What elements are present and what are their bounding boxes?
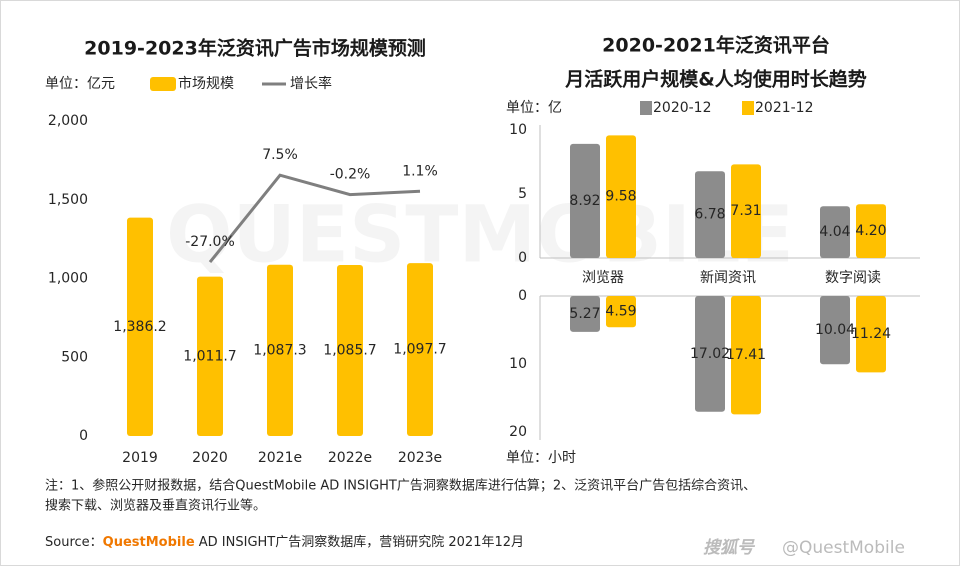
data-label: 1,085.7 bbox=[323, 343, 376, 359]
bar bbox=[197, 276, 223, 436]
x-tick-label: 数字阅读 bbox=[825, 269, 881, 286]
data-label: 1,087.3 bbox=[253, 342, 306, 358]
unit-label: 单位：小时 bbox=[506, 450, 576, 466]
bar bbox=[695, 171, 725, 258]
bar bbox=[856, 204, 886, 258]
data-label: -0.2% bbox=[330, 167, 371, 183]
y-tick-label: 20 bbox=[509, 424, 527, 440]
y-tick-label: 1,000 bbox=[48, 271, 88, 287]
bar bbox=[267, 264, 293, 436]
bar bbox=[606, 135, 636, 258]
bar bbox=[570, 296, 600, 332]
legend-swatch bbox=[742, 101, 754, 115]
data-label: 1,386.2 bbox=[113, 319, 166, 335]
bar bbox=[127, 217, 153, 436]
source-prefix: Source： bbox=[45, 535, 103, 550]
y-tick-label: 10 bbox=[509, 356, 527, 372]
bar bbox=[856, 296, 886, 373]
legend-label: 增长率 bbox=[290, 75, 332, 92]
legend-swatch bbox=[150, 77, 176, 91]
source: Source：QuestMobile AD INSIGHT广告洞察数据库，营销研… bbox=[45, 534, 524, 550]
data-label: 1.1% bbox=[402, 163, 438, 179]
data-label: 6.78 bbox=[694, 207, 725, 223]
bar bbox=[820, 206, 850, 258]
data-label: 5.27 bbox=[569, 306, 600, 322]
y-tick-label: 0 bbox=[518, 250, 527, 266]
y-tick-label: 0 bbox=[79, 428, 88, 444]
y-tick-label: 10 bbox=[509, 122, 527, 138]
data-label: 17.41 bbox=[726, 347, 766, 363]
data-label: 7.31 bbox=[730, 203, 761, 219]
y-tick-label: 5 bbox=[518, 186, 527, 202]
bar bbox=[820, 296, 850, 365]
note: 搜索下载、浏览器及垂直资讯行业等。 bbox=[45, 498, 266, 514]
data-label: 4.20 bbox=[855, 223, 886, 239]
legend-label: 2021-12 bbox=[755, 100, 814, 116]
legend-label: 市场规模 bbox=[178, 75, 234, 92]
note: 注：1、参照公开财报数据，结合QuestMobile AD INSIGHT广告洞… bbox=[45, 478, 756, 494]
data-label: 11.24 bbox=[851, 326, 891, 342]
y-tick-label: 1,500 bbox=[48, 192, 88, 208]
unit-label: 单位：亿 bbox=[506, 100, 562, 116]
x-tick-label: 浏览器 bbox=[582, 270, 624, 286]
y-tick-label: 2,000 bbox=[48, 113, 88, 129]
x-tick-label: 2019 bbox=[122, 450, 158, 466]
chart-subtitle: 月活跃用户规模&人均使用时长趋势 bbox=[564, 68, 867, 91]
bar bbox=[407, 263, 433, 436]
source-brand: QuestMobile bbox=[103, 535, 195, 550]
chart-title: 2019-2023年泛资讯广告市场规模预测 bbox=[84, 37, 426, 60]
legend-swatch bbox=[640, 101, 652, 115]
y-tick-label: 0 bbox=[518, 288, 527, 304]
x-tick-label: 2023e bbox=[398, 450, 442, 466]
bar bbox=[695, 296, 725, 412]
legend-label: 2020-12 bbox=[653, 100, 712, 116]
x-tick-label: 2020 bbox=[192, 450, 228, 466]
data-label: 17.02 bbox=[690, 346, 730, 362]
bar bbox=[570, 143, 600, 258]
data-label: 7.5% bbox=[262, 147, 298, 163]
line bbox=[208, 173, 421, 264]
bar bbox=[606, 296, 636, 328]
bar bbox=[731, 164, 761, 258]
unit-label: 单位：亿元 bbox=[45, 76, 115, 92]
bar bbox=[337, 265, 363, 436]
data-label: 10.04 bbox=[815, 322, 855, 338]
data-label: -27.0% bbox=[185, 234, 235, 250]
chart-title: 2020-2021年泛资讯平台 bbox=[602, 34, 830, 57]
data-label: 1,097.7 bbox=[393, 342, 446, 358]
source-text: AD INSIGHT广告洞察数据库，营销研究院 2021年12月 bbox=[195, 534, 524, 550]
x-tick-label: 2022e bbox=[328, 450, 372, 466]
y-tick-label: 500 bbox=[61, 349, 88, 365]
data-label: 4.04 bbox=[819, 224, 850, 240]
x-tick-label: 2021e bbox=[258, 450, 302, 466]
bar bbox=[731, 296, 761, 415]
footer-platform: 搜狐号 bbox=[703, 538, 756, 558]
x-tick-label: 新闻资讯 bbox=[700, 270, 756, 286]
data-label: 8.92 bbox=[569, 193, 600, 209]
data-label: 4.59 bbox=[605, 304, 636, 320]
footer-account: @QuestMobile bbox=[782, 538, 905, 558]
data-label: 1,011.7 bbox=[183, 348, 236, 364]
data-label: 9.58 bbox=[605, 189, 636, 205]
